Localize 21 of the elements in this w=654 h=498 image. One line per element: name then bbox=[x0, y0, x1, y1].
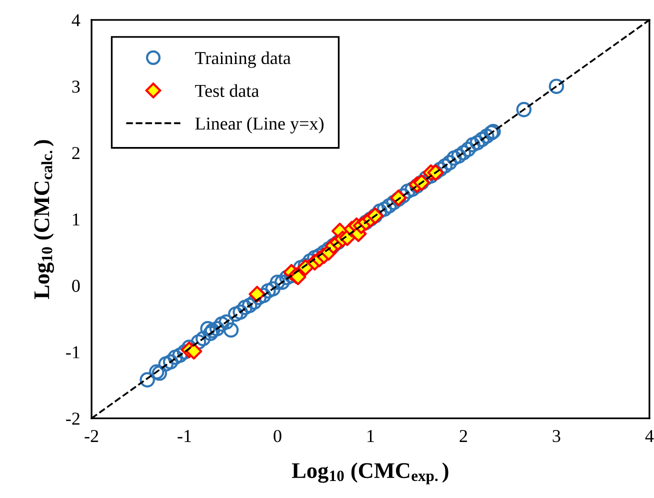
x-tick-label: -1 bbox=[178, 430, 191, 442]
y-tick-label: -2 bbox=[66, 412, 80, 425]
x-tick-label: 2 bbox=[460, 430, 467, 442]
x-tick-label: 1 bbox=[368, 430, 374, 442]
x-tick-label: -2 bbox=[84, 430, 98, 442]
x-axis-title: Log$_{10}$ (CMC$_{exp.}$) bbox=[292, 462, 448, 484]
point bbox=[186, 342, 202, 360]
y-tick-label: 4 bbox=[72, 14, 80, 26]
point bbox=[248, 286, 266, 302]
x-tick-label: 0 bbox=[274, 430, 282, 442]
y-tick-label: 1 bbox=[73, 213, 80, 226]
x-tick-label: 4 bbox=[645, 430, 654, 442]
y-tick-label: 0 bbox=[72, 280, 80, 292]
legend-label: Training data bbox=[195, 51, 291, 68]
y-tick-label: 2 bbox=[72, 147, 80, 159]
y-tick-label: -1 bbox=[66, 346, 80, 358]
legend-label: Test data bbox=[195, 84, 259, 97]
y-tick-label: 3 bbox=[72, 80, 80, 93]
y-axis-title: Log$_{10}$ (CMC$_{calc.}$) bbox=[34, 140, 54, 299]
legend-label: Linear (Line y=x) bbox=[195, 116, 324, 134]
x-tick-label: 3 bbox=[552, 430, 560, 442]
